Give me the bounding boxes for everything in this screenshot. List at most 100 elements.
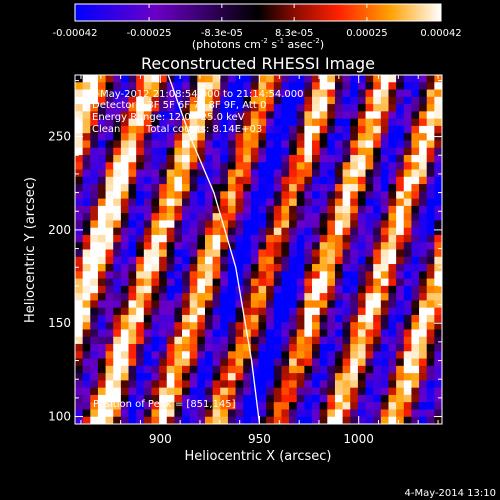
heatmap-cell — [319, 82, 328, 90]
heatmap-cell — [266, 176, 275, 185]
heatmap-cell — [235, 191, 244, 199]
heatmap-cell — [289, 125, 298, 134]
heatmap-cell — [120, 380, 129, 389]
heatmap-cell — [182, 264, 191, 272]
heatmap-cell — [396, 336, 405, 345]
heatmap-cell — [136, 322, 145, 330]
heatmap-cell — [388, 358, 397, 367]
heatmap-cell — [350, 82, 359, 90]
heatmap-cell — [189, 300, 198, 309]
heatmap-cell — [334, 227, 344, 236]
heatmap-cell — [82, 380, 91, 389]
heatmap-cell — [250, 89, 259, 98]
heatmap-cell — [105, 256, 114, 265]
heatmap-cell — [334, 104, 344, 112]
heatmap-cell — [75, 344, 84, 352]
heatmap-cell — [90, 256, 99, 265]
heatmap-cell — [166, 96, 175, 105]
heatmap-cell — [97, 409, 106, 418]
heatmap-cell — [166, 140, 175, 149]
heatmap-cell — [312, 358, 321, 367]
heatmap-cell — [143, 329, 152, 338]
heatmap-cell — [319, 205, 328, 214]
heatmap-cell — [105, 387, 114, 396]
heatmap-cell — [243, 176, 252, 185]
heatmap-cell — [296, 82, 305, 90]
heatmap-cell — [90, 409, 99, 418]
heatmap-cell — [120, 336, 129, 345]
heatmap-cell — [350, 416, 359, 424]
heatmap-cell — [243, 416, 252, 424]
heatmap-cell — [250, 314, 259, 323]
heatmap-cell — [128, 242, 137, 250]
heatmap-cell — [289, 293, 298, 301]
heatmap-cell — [243, 387, 252, 396]
heatmap-cell — [357, 249, 366, 258]
heatmap-cell — [296, 387, 305, 396]
heatmap-cell — [105, 402, 114, 410]
heatmap-cell — [243, 220, 252, 229]
heatmap-cell — [266, 184, 275, 192]
heatmap-cell — [212, 336, 221, 345]
heatmap-cell — [143, 220, 152, 229]
heatmap-cell — [235, 133, 244, 141]
heatmap-cell — [304, 249, 313, 258]
heatmap-cell — [266, 394, 275, 403]
heatmap-cell — [342, 147, 351, 156]
heatmap-cell — [258, 242, 267, 250]
heatmap-cell — [182, 256, 191, 265]
heatmap-cell — [166, 125, 175, 134]
heatmap-cell — [166, 358, 175, 367]
heatmap-cell — [319, 322, 328, 330]
heatmap-cell — [296, 89, 305, 98]
heatmap-cell — [197, 394, 206, 403]
heatmap-cell — [365, 358, 374, 367]
heatmap-cell — [258, 227, 267, 236]
heatmap-cell — [120, 271, 129, 279]
heatmap-cell — [82, 351, 91, 359]
heatmap-cell — [434, 205, 442, 214]
heatmap-cell — [189, 409, 198, 418]
heatmap-cell — [243, 402, 252, 410]
heatmap-cell — [342, 300, 351, 309]
heatmap-cell — [82, 256, 91, 265]
heatmap-cell — [143, 133, 152, 141]
heatmap-cell — [189, 82, 198, 90]
heatmap-cell — [403, 314, 412, 323]
heatmap-cell — [212, 162, 221, 170]
heatmap-cell — [159, 140, 168, 149]
heatmap-cell — [105, 140, 114, 149]
heatmap-cell — [273, 213, 282, 221]
heatmap-cell — [373, 213, 382, 221]
heatmap-cell — [388, 133, 397, 141]
heatmap-cell — [159, 104, 168, 112]
heatmap-cell — [82, 169, 91, 178]
heatmap-cell — [143, 162, 152, 170]
heatmap-cell — [90, 133, 99, 141]
heatmap-cell — [304, 227, 313, 236]
heatmap-cell — [380, 278, 389, 287]
heatmap-cell — [159, 256, 168, 265]
heatmap-cell — [296, 184, 305, 192]
heatmap-cell — [281, 365, 290, 374]
heatmap-cell — [243, 96, 252, 105]
heatmap-cell — [113, 373, 122, 381]
heatmap-cell — [273, 344, 282, 352]
heatmap-cell — [365, 402, 374, 410]
heatmap-cell — [82, 191, 91, 199]
heatmap-cell — [75, 256, 84, 265]
heatmap-cell — [197, 365, 206, 374]
heatmap-cell — [82, 147, 91, 156]
heatmap-cell — [380, 329, 389, 338]
heatmap-cell — [426, 351, 435, 359]
heatmap-cell — [90, 351, 99, 359]
heatmap-cell — [143, 336, 152, 345]
heatmap-cell — [258, 162, 267, 170]
heatmap-cell — [357, 402, 366, 410]
heatmap-cell — [258, 293, 267, 301]
heatmap-cell — [258, 278, 267, 287]
heatmap-cell — [258, 82, 267, 90]
heatmap-cell — [411, 249, 420, 258]
heatmap-cell — [204, 169, 214, 178]
heatmap-cell — [189, 264, 198, 272]
